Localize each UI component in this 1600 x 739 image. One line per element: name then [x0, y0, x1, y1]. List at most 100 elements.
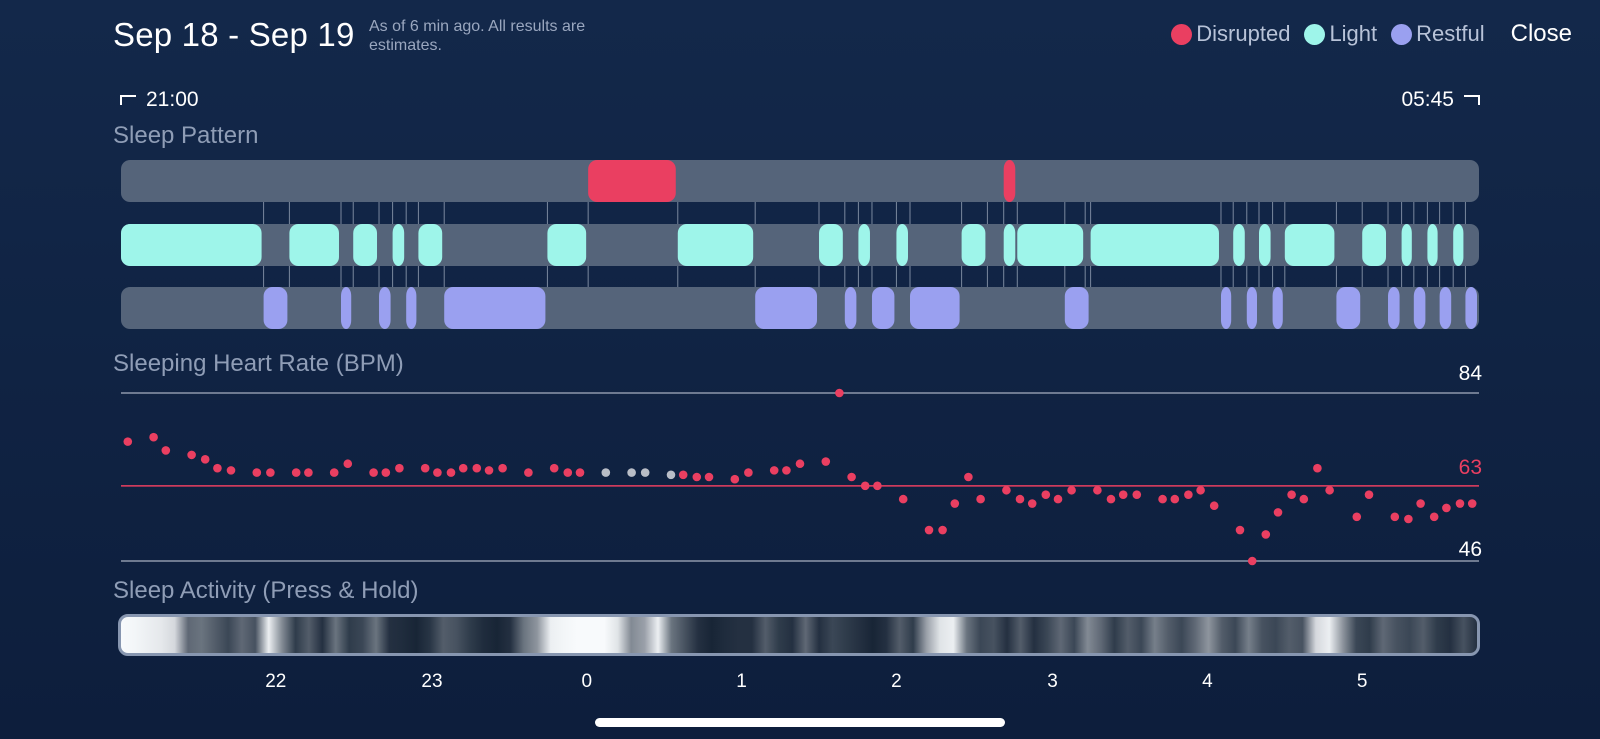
- disrupted-segment: [588, 160, 676, 202]
- hr-point: [744, 468, 753, 477]
- sleep-pattern-chart[interactable]: [121, 160, 1479, 329]
- hr-point: [1170, 494, 1180, 504]
- restful-segment: [1336, 287, 1361, 329]
- legend-restful-label: Restful: [1416, 21, 1485, 46]
- hr-point: [1273, 508, 1283, 517]
- heart-rate-title: Sleeping Heart Rate (BPM): [113, 350, 404, 377]
- legend-disrupted: Disrupted: [1171, 21, 1290, 47]
- hour-label: 2: [891, 671, 902, 692]
- disrupted-dot-icon: [1171, 23, 1193, 45]
- restful-segment: [379, 287, 391, 329]
- hr-point: [433, 468, 442, 477]
- hr-point: [343, 459, 353, 469]
- legend: Disrupted Light Restful Close: [1171, 20, 1600, 48]
- hr-point: [563, 468, 573, 477]
- hour-label: 1: [736, 671, 747, 692]
- restful-segment: [909, 287, 960, 329]
- restful-segment: [871, 287, 895, 329]
- hr-point: [1247, 556, 1257, 566]
- hr-point: [692, 472, 702, 482]
- hr-point: [860, 481, 870, 491]
- hr-point: [1158, 494, 1167, 504]
- hr-point: [1053, 494, 1063, 504]
- hr-point: [627, 468, 636, 477]
- hr-point: [1132, 490, 1142, 499]
- light-segment: [418, 224, 443, 266]
- light-segment: [858, 224, 870, 266]
- hr-avg-label: 63: [1458, 456, 1482, 479]
- hr-point: [964, 472, 973, 482]
- hr-point: [1455, 499, 1465, 508]
- light-segment: [819, 224, 843, 266]
- light-segment: [1003, 224, 1016, 266]
- hr-point: [458, 463, 468, 473]
- hour-label: 23: [421, 671, 443, 692]
- restful-segment: [406, 287, 417, 329]
- hr-point: [795, 459, 805, 469]
- hr-point: [704, 472, 714, 482]
- hr-point: [1002, 485, 1011, 495]
- light-dot-icon: [1304, 23, 1326, 45]
- hr-point: [730, 474, 740, 484]
- hr-point: [200, 455, 210, 464]
- hr-point: [1352, 512, 1362, 522]
- hour-label: 22: [265, 671, 287, 692]
- hr-point: [498, 463, 507, 473]
- hr-point: [395, 463, 404, 473]
- hr-point: [1364, 490, 1374, 499]
- hr-point: [329, 468, 339, 477]
- light-segment: [677, 224, 754, 266]
- hr-point: [446, 468, 456, 477]
- hr-point: [678, 470, 688, 480]
- hr-point: [1299, 494, 1309, 504]
- hour-label: 0: [581, 671, 593, 692]
- end-time-value: 05:45: [1401, 88, 1454, 111]
- hr-point: [1325, 485, 1334, 495]
- hr-point: [1390, 512, 1400, 522]
- hr-point: [1196, 485, 1205, 495]
- light-segment: [1284, 224, 1335, 266]
- sleep-activity-bar[interactable]: [118, 614, 1480, 656]
- pattern-track-disrupted: [121, 160, 1479, 202]
- light-segment: [353, 224, 378, 266]
- legend-disrupted-label: Disrupted: [1196, 21, 1291, 46]
- restful-segment: [340, 287, 352, 329]
- hr-point: [782, 466, 791, 475]
- hr-point: [187, 450, 196, 460]
- hr-point: [549, 463, 559, 473]
- hr-max-label: 84: [1458, 362, 1482, 385]
- close-button[interactable]: Close: [1510, 20, 1572, 47]
- hr-point: [252, 468, 262, 477]
- light-segment: [289, 224, 339, 266]
- hr-point: [1041, 490, 1051, 499]
- light-segment: [121, 224, 262, 266]
- restful-segment: [844, 287, 857, 329]
- restful-segment: [1465, 287, 1477, 329]
- light-segment: [1017, 224, 1084, 266]
- hr-point: [950, 499, 960, 508]
- bracket-start-icon: [120, 95, 136, 106]
- hr-point: [601, 468, 611, 477]
- hr-point: [213, 463, 222, 473]
- restful-segment: [1413, 287, 1426, 329]
- hr-point: [420, 463, 430, 473]
- hr-point: [1404, 514, 1413, 524]
- light-segment: [1401, 224, 1412, 266]
- hr-point: [266, 468, 275, 477]
- restful-segment: [1064, 287, 1089, 329]
- hr-point: [1467, 499, 1477, 508]
- hr-point: [1184, 490, 1193, 499]
- light-segment: [1427, 224, 1438, 266]
- hour-label: 3: [1047, 671, 1058, 692]
- hr-point: [769, 466, 779, 475]
- legend-light-label: Light: [1329, 21, 1378, 46]
- hr-point: [1067, 485, 1076, 495]
- restful-segment: [1439, 287, 1452, 329]
- hr-point: [304, 468, 313, 477]
- hr-point: [1209, 501, 1219, 511]
- hr-point: [575, 468, 585, 477]
- home-indicator[interactable]: [595, 718, 1005, 727]
- hr-point: [369, 468, 378, 477]
- hr-point: [1261, 530, 1271, 539]
- hr-point: [1106, 494, 1116, 504]
